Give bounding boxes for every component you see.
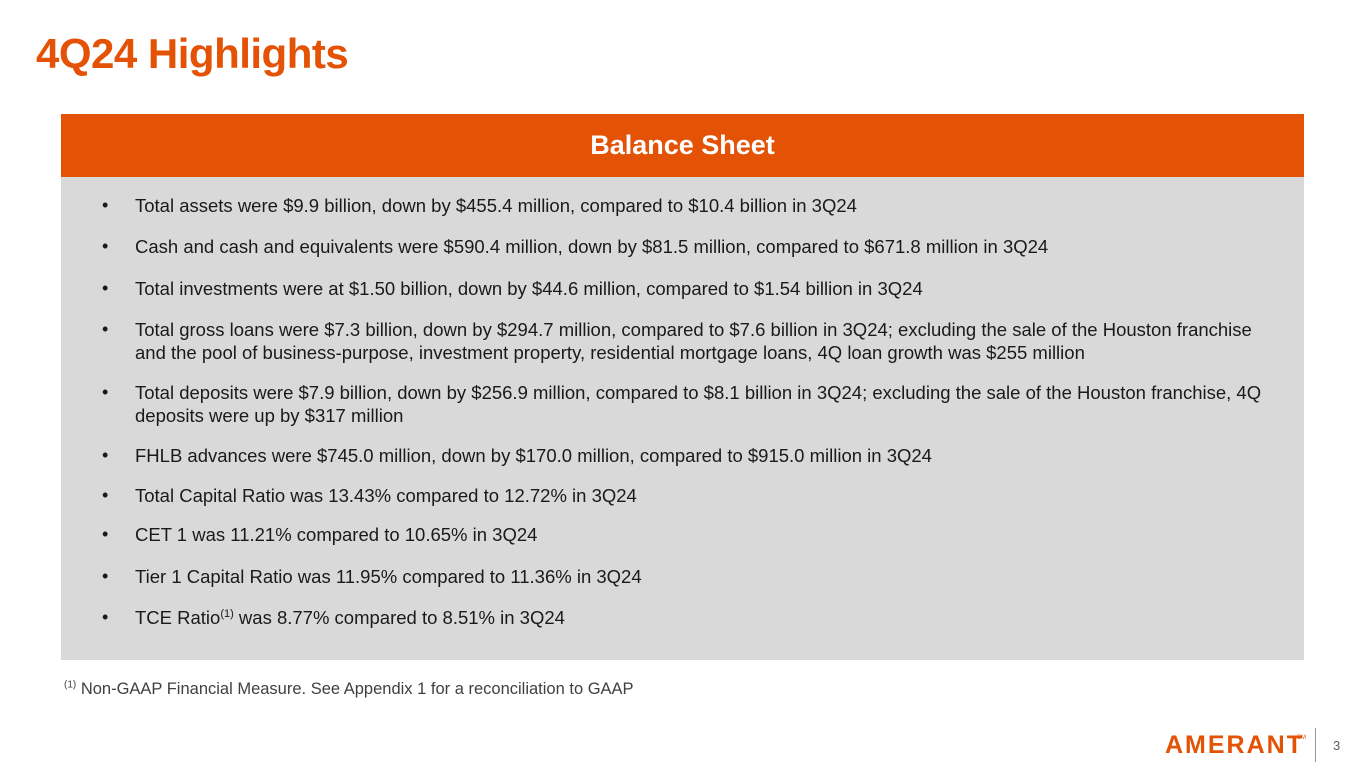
list-item: • Total assets were $9.9 billion, down b… [102, 194, 1285, 217]
bullet-text-before: TCE Ratio [135, 607, 221, 628]
page-number: 3 [1333, 738, 1341, 753]
bullet-text: Tier 1 Capital Ratio was 11.95% compared… [135, 566, 642, 587]
divider [1315, 728, 1316, 762]
bullet-icon: • [102, 278, 109, 298]
bullet-text: Total Capital Ratio was 13.43% compared … [135, 485, 637, 506]
panel-header: Balance Sheet [61, 114, 1304, 177]
list-item: • FHLB advances were $745.0 million, dow… [102, 444, 1285, 467]
bullet-icon: • [102, 607, 109, 627]
bullet-text: Cash and cash and equivalents were $590.… [135, 236, 1049, 257]
balance-sheet-panel: Balance Sheet • Total assets were $9.9 b… [61, 114, 1304, 660]
bullet-icon: • [102, 382, 109, 402]
list-item: • Total Capital Ratio was 13.43% compare… [102, 484, 1285, 507]
list-item: • Total gross loans were $7.3 billion, d… [102, 318, 1285, 364]
service-mark: SM [1297, 735, 1306, 741]
list-item: • Tier 1 Capital Ratio was 11.95% compar… [102, 565, 1285, 588]
bullet-icon: • [102, 485, 109, 505]
bullet-text: CET 1 was 11.21% compared to 10.65% in 3… [135, 524, 538, 545]
list-item: • TCE Ratio(1) was 8.77% compared to 8.5… [102, 606, 1285, 629]
bullet-text: Total investments were at $1.50 billion,… [135, 278, 923, 299]
bullet-icon: • [102, 319, 109, 339]
list-item: • CET 1 was 11.21% compared to 10.65% in… [102, 523, 1285, 546]
footnote: (1) Non-GAAP Financial Measure. See Appe… [64, 680, 634, 699]
footnote-marker: (1) [220, 607, 234, 620]
bullet-text: Total gross loans were $7.3 billion, dow… [135, 319, 1252, 363]
page-title: 4Q24 Highlights [36, 30, 349, 77]
bullet-icon: • [102, 195, 109, 215]
bullet-icon: • [102, 524, 109, 544]
bullet-icon: • [102, 445, 109, 465]
amerant-logo: AMERANT [1165, 731, 1304, 759]
list-item: • Cash and cash and equivalents were $59… [102, 235, 1285, 258]
bullet-icon: • [102, 236, 109, 256]
footnote-text: Non-GAAP Financial Measure. See Appendix… [76, 680, 634, 698]
bullet-text: Total deposits were $7.9 billion, down b… [135, 382, 1262, 426]
list-item: • Total deposits were $7.9 billion, down… [102, 381, 1285, 427]
bullet-text: FHLB advances were $745.0 million, down … [135, 445, 932, 466]
list-item: • Total investments were at $1.50 billio… [102, 277, 1285, 300]
bullet-text-after: was 8.77% compared to 8.51% in 3Q24 [233, 607, 565, 628]
footnote-marker: (1) [64, 679, 77, 691]
bullet-icon: • [102, 566, 109, 586]
bullet-text: Total assets were $9.9 billion, down by … [135, 195, 857, 216]
